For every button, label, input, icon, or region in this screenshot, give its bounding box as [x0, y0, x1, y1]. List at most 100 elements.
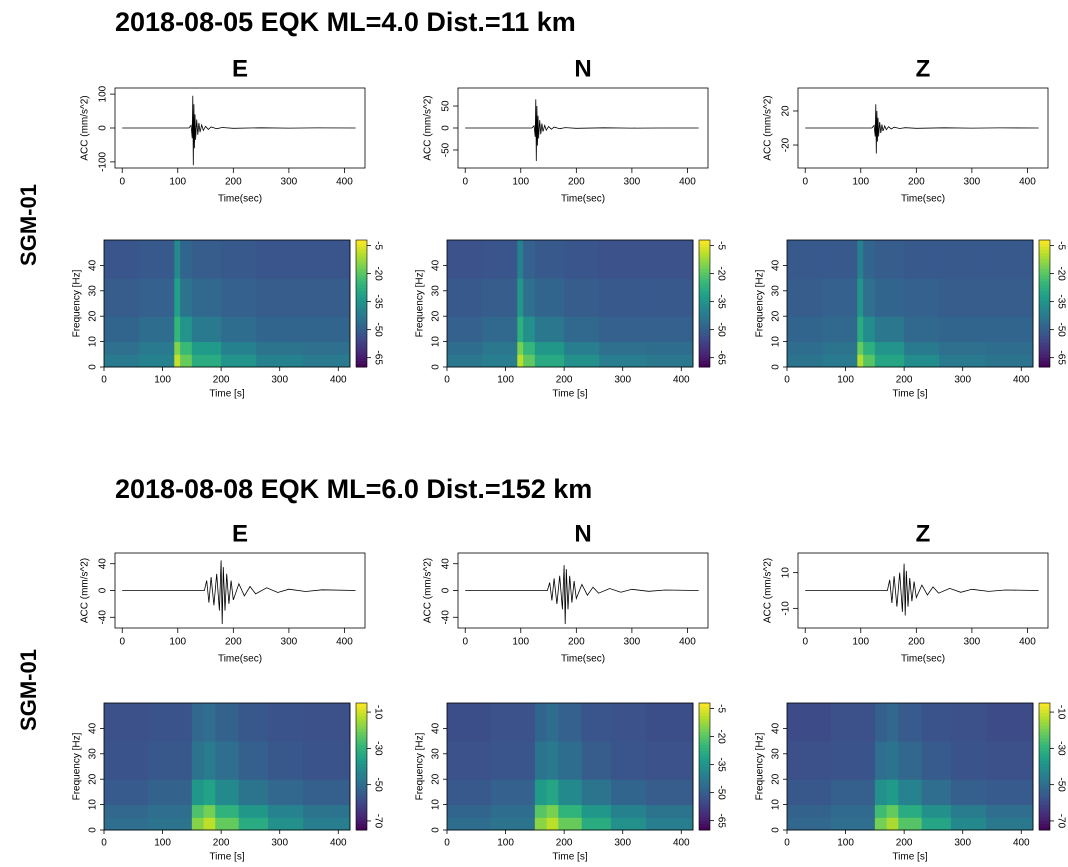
- colorbar-segment: [699, 801, 710, 806]
- colorbar-tick-label: -70: [1055, 814, 1066, 829]
- colorbar-segment: [356, 360, 367, 365]
- colorbar-segment: [1039, 284, 1050, 289]
- colorbar-segment: [699, 715, 710, 720]
- heatmap-cell: [646, 354, 694, 368]
- heatmap-cell: [611, 817, 647, 831]
- colorbar-segment: [699, 703, 710, 707]
- colorbar-segment: [356, 325, 367, 330]
- colorbar-tick-label: -30: [372, 741, 383, 756]
- heatmap-cell: [611, 779, 647, 806]
- colorbar-segment: [699, 791, 710, 796]
- y-tick-label: -40: [98, 610, 109, 625]
- y-tick-label: 10: [88, 799, 99, 811]
- heatmap-cell: [564, 278, 600, 317]
- colorbar-segment: [1039, 772, 1050, 777]
- colorbar-segment: [356, 741, 367, 745]
- heatmap-cell: [517, 354, 524, 368]
- heatmap-cell: [215, 779, 240, 806]
- y-axis-label: ACC (mm/s^2): [763, 95, 774, 160]
- heatmap-cell: [256, 240, 304, 279]
- heatmap-cell: [268, 703, 304, 742]
- heatmap-cell: [646, 316, 694, 343]
- heatmap-cell: [646, 341, 694, 355]
- heatmap-cell: [104, 354, 140, 368]
- x-tick-label: 0: [462, 637, 468, 648]
- colorbar-segment: [356, 274, 367, 279]
- colorbar-segment: [699, 706, 710, 710]
- heatmap-cell: [830, 804, 876, 818]
- colorbar-segment: [1039, 737, 1050, 742]
- x-tick-label: 400: [330, 838, 347, 849]
- event-title: 2018-08-05 EQK ML=4.0 Dist.=11 km: [115, 7, 576, 37]
- colorbar-segment: [1039, 300, 1050, 304]
- colorbar-segment: [1039, 823, 1050, 828]
- heatmap-cell: [830, 817, 876, 831]
- heatmap-cell: [822, 354, 858, 368]
- colorbar-tick-label: -5: [372, 241, 383, 250]
- y-tick-label: 30: [431, 285, 442, 297]
- heatmap-cell: [599, 240, 647, 279]
- heatmap-cell: [581, 703, 612, 742]
- colorbar-segment: [699, 737, 710, 742]
- colorbar-segment: [699, 344, 710, 349]
- colorbar-segment: [1039, 363, 1050, 368]
- x-tick-label: 300: [954, 375, 971, 386]
- heatmap-cell: [787, 341, 823, 355]
- heatmap-cell: [191, 240, 222, 279]
- heatmap-cell: [599, 354, 647, 368]
- colorbar-segment: [699, 814, 710, 818]
- heatmap-cell: [822, 341, 858, 355]
- x-tick-label: 0: [119, 637, 125, 648]
- heatmap-cell: [139, 354, 175, 368]
- heatmap-cell: [215, 804, 240, 818]
- heatmap-cell: [180, 354, 193, 368]
- heatmap-cell: [104, 240, 140, 279]
- heatmap-cell: [874, 354, 905, 368]
- heatmap-cell: [951, 741, 987, 780]
- plot-frame: [114, 552, 366, 629]
- heatmap-cell: [611, 703, 647, 742]
- y-axis-label: Frequency [Hz]: [415, 269, 426, 337]
- colorbar-segment: [699, 249, 710, 254]
- colorbar-segment: [1039, 293, 1050, 298]
- colorbar-segment: [356, 737, 367, 742]
- heatmap-cell: [221, 278, 257, 317]
- colorbar-segment: [356, 706, 367, 710]
- heatmap-cell: [986, 316, 1034, 343]
- x-tick-label: 300: [954, 838, 971, 849]
- colorbar-segment: [1039, 791, 1050, 796]
- heatmap-cell: [646, 278, 694, 317]
- y-tick-label: 0: [88, 364, 99, 370]
- colorbar-segment: [1039, 274, 1050, 279]
- heatmap-cell: [857, 278, 864, 317]
- heatmap-cell: [611, 741, 647, 780]
- colorbar-segment: [699, 274, 710, 279]
- heatmap-cell: [787, 817, 832, 831]
- y-tick-label: 40: [431, 722, 442, 734]
- colorbar-segment: [1039, 306, 1050, 311]
- heatmap-cell: [546, 703, 559, 742]
- heatmap-cell: [256, 354, 304, 368]
- heatmap-cell: [939, 354, 987, 368]
- y-tick-label: 30: [431, 748, 442, 760]
- waveform: [805, 563, 1039, 616]
- colorbar-segment: [356, 760, 367, 764]
- x-tick-label: 300: [624, 177, 641, 188]
- y-tick-label: 40: [431, 259, 442, 271]
- heatmap-cell: [215, 817, 240, 831]
- colorbar-segment: [1039, 354, 1050, 358]
- colorbar-segment: [356, 817, 367, 821]
- heatmap-cell: [546, 779, 559, 806]
- colorbar-segment: [356, 709, 367, 714]
- heatmap-cell: [534, 341, 565, 355]
- colorbar-segment: [356, 820, 367, 825]
- colorbar-tick-label: -10: [1055, 705, 1066, 720]
- colorbar-segment: [1039, 718, 1050, 723]
- x-tick-label: 400: [336, 637, 353, 648]
- heatmap-cell: [986, 741, 1034, 780]
- colorbar-segment: [699, 265, 710, 270]
- colorbar-segment: [1039, 243, 1050, 247]
- y-tick-label: 0: [88, 827, 99, 833]
- colorbar-segment: [1039, 265, 1050, 270]
- heatmap-cell: [558, 779, 583, 806]
